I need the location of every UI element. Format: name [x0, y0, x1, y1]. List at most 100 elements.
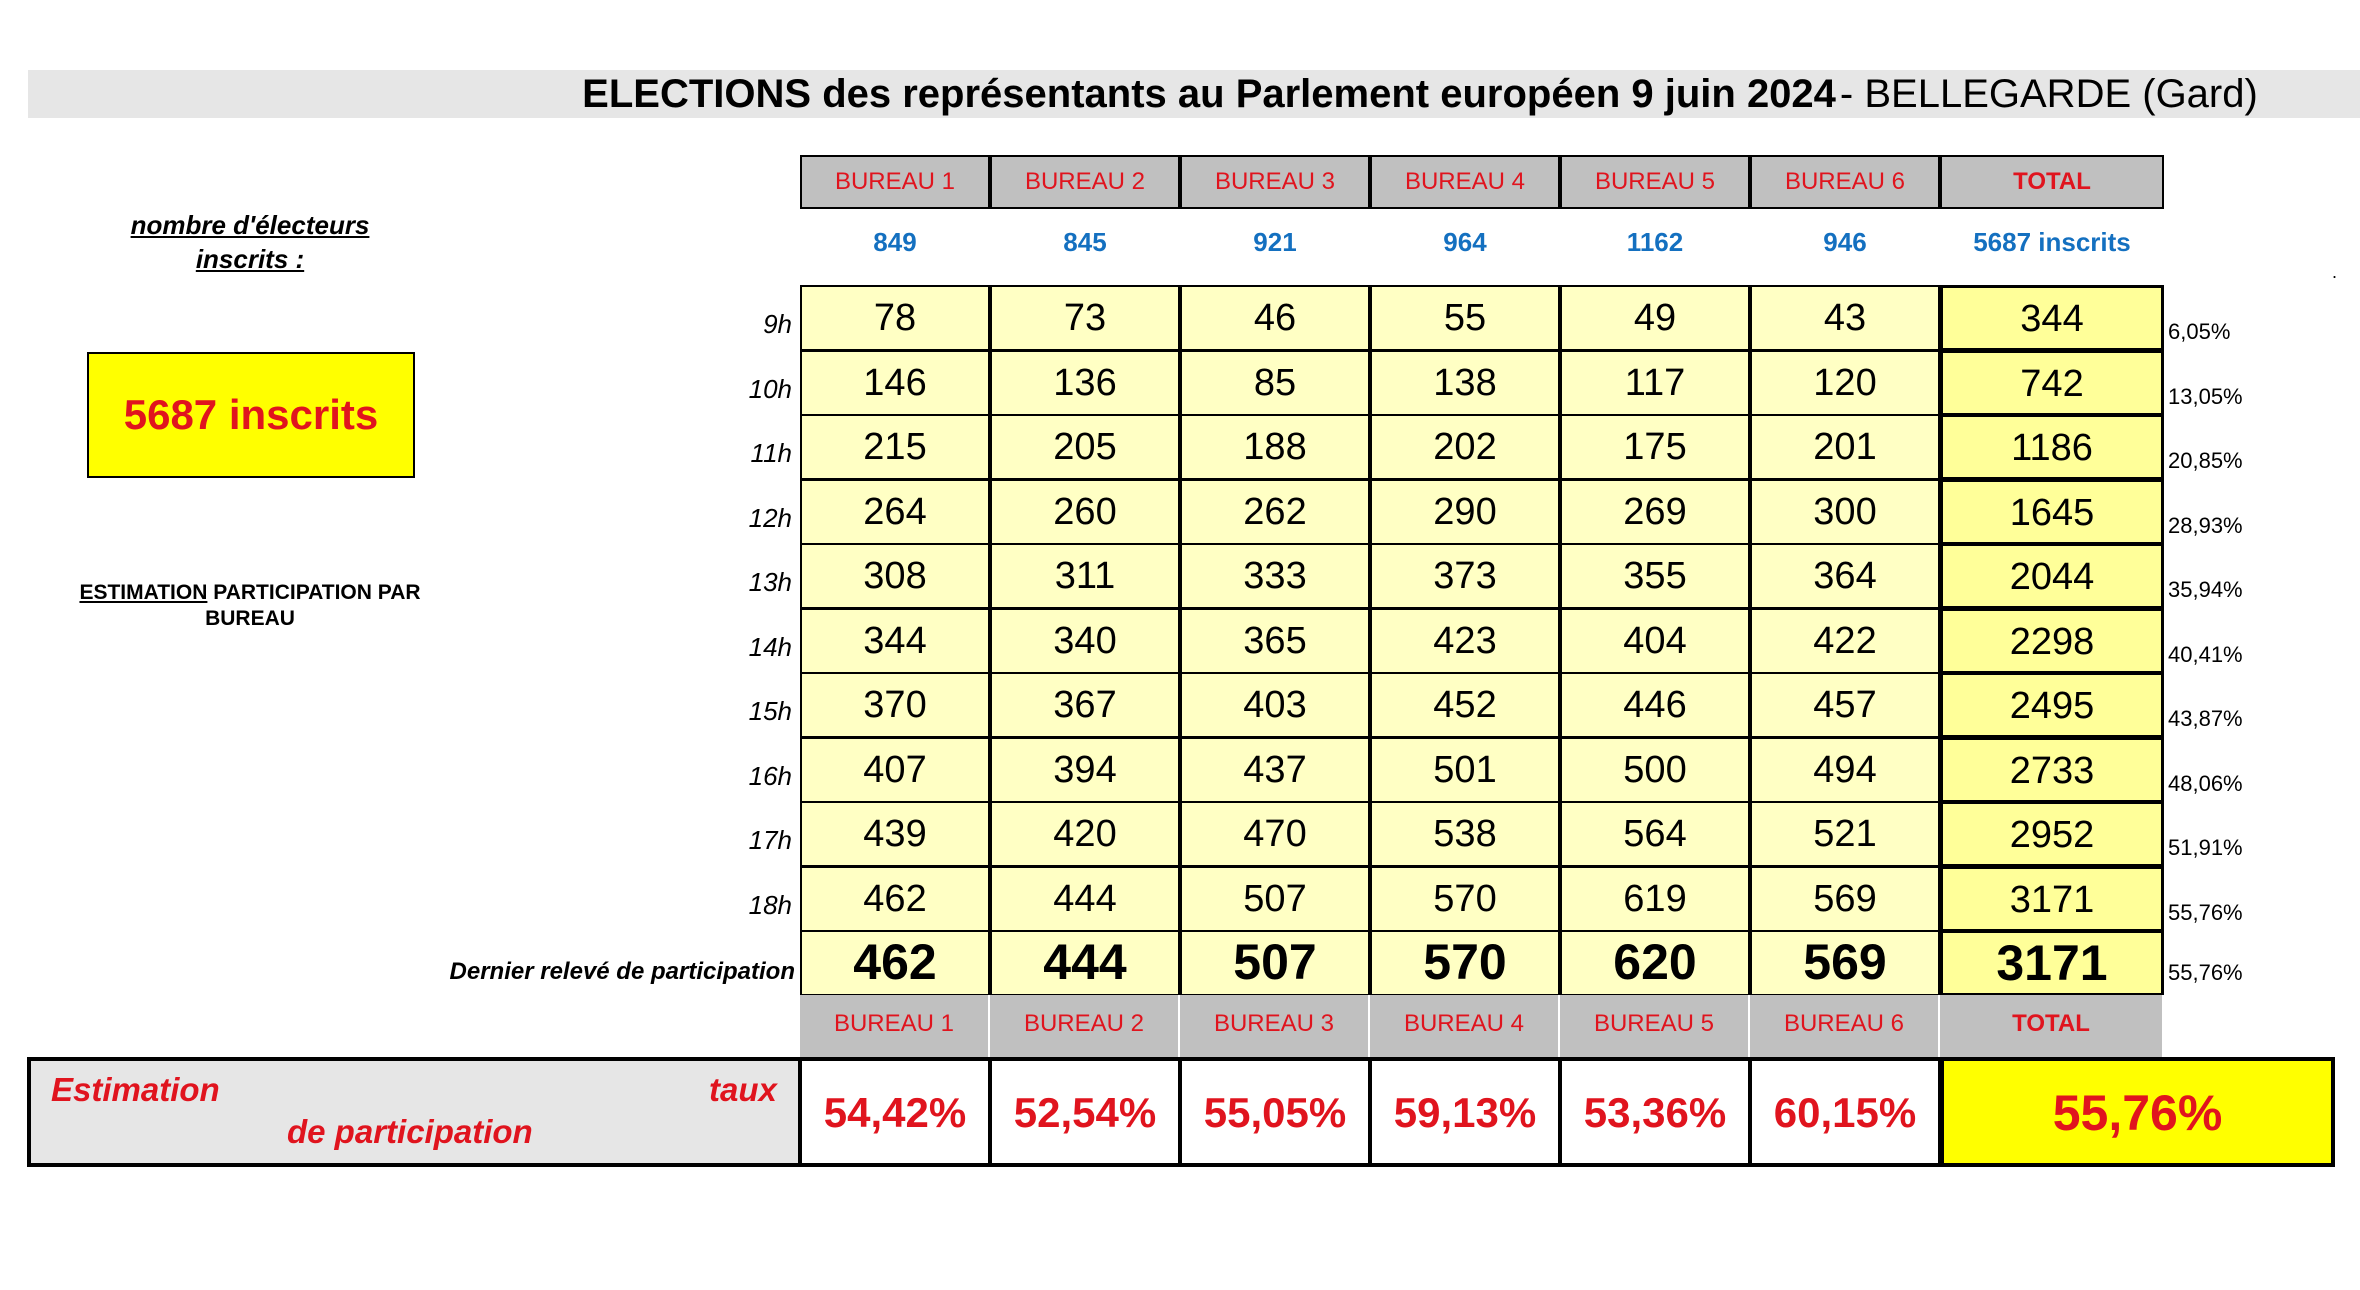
column-footer: BUREAU 6	[1750, 995, 1940, 1057]
participation-rate: 52,54%	[990, 1057, 1180, 1167]
table-cell: 365	[1180, 608, 1370, 674]
table-cell: 146	[800, 350, 990, 416]
table-cell: 290	[1370, 479, 1560, 545]
table-cell: 373	[1370, 543, 1560, 609]
title-place: - BELLEGARDE (Gard)	[1839, 72, 2258, 116]
last-reading-cell: 569	[1750, 930, 1940, 996]
table-cell: 444	[990, 866, 1180, 932]
hour-percentage: 20,85%	[2168, 448, 2243, 473]
hour-label: 13h	[748, 567, 792, 597]
table-cell: 570	[1370, 866, 1560, 932]
table-cell: 260	[990, 479, 1180, 545]
table-cell: 1645	[1940, 479, 2164, 545]
column-header: BUREAU 2	[990, 155, 1180, 209]
table-cell: 340	[990, 608, 1180, 674]
table-cell: 394	[990, 737, 1180, 803]
last-reading-cell: 462	[800, 930, 990, 996]
registered-count: 964	[1443, 227, 1487, 257]
table-cell: 422	[1750, 608, 1940, 674]
hour-percentage: 6,05%	[2168, 319, 2231, 344]
hour-label: 14h	[748, 632, 792, 662]
table-cell: 175	[1560, 414, 1750, 480]
column-header: BUREAU 1	[800, 155, 990, 209]
title-band	[28, 70, 2360, 118]
rate-label-box: Estimation taux de participation	[27, 1057, 800, 1167]
table-cell: 423	[1370, 608, 1560, 674]
registered-total-box: 5687 inscrits	[87, 352, 415, 478]
estimation-word: ESTIMATION	[79, 581, 208, 604]
last-reading-cell: 620	[1560, 930, 1750, 996]
rate-label-estimation: Estimation	[51, 1071, 220, 1108]
registered-count: 849	[873, 227, 917, 257]
registered-count: 946	[1823, 227, 1867, 257]
table-cell: 264	[800, 479, 990, 545]
table-cell: 446	[1560, 672, 1750, 738]
table-cell: 367	[990, 672, 1180, 738]
table-cell: 500	[1560, 737, 1750, 803]
table-cell: 43	[1750, 285, 1940, 351]
column-header: BUREAU 5	[1560, 155, 1750, 209]
table-cell: 120	[1750, 350, 1940, 416]
last-reading-cell: 570	[1370, 930, 1560, 996]
rate-label-participation: de participation	[287, 1113, 533, 1150]
table-cell: 538	[1370, 801, 1560, 867]
table-cell: 742	[1940, 350, 2164, 416]
table-cell: 55	[1370, 285, 1560, 351]
column-footer: BUREAU 2	[990, 995, 1180, 1057]
hour-percentage: 35,94%	[2168, 577, 2243, 602]
table-cell: 407	[800, 737, 990, 803]
table-cell: 308	[800, 543, 990, 609]
table-cell: 2298	[1940, 608, 2164, 674]
table-cell: 344	[800, 608, 990, 674]
table-cell: 46	[1180, 285, 1370, 351]
column-footer: BUREAU 1	[800, 995, 990, 1057]
table-cell: 311	[990, 543, 1180, 609]
hour-percentage: 48,06%	[2168, 771, 2243, 796]
table-cell: 188	[1180, 414, 1370, 480]
table-cell: 404	[1560, 608, 1750, 674]
registered-count: 5687 inscrits	[1973, 227, 2131, 257]
table-cell: 521	[1750, 801, 1940, 867]
last-reading-percentage: 55,76%	[2168, 960, 2243, 985]
table-cell: 202	[1370, 414, 1560, 480]
table-cell: 3171	[1940, 866, 2164, 932]
hour-label: 12h	[748, 503, 792, 533]
column-footer: BUREAU 5	[1560, 995, 1750, 1057]
table-cell: 300	[1750, 479, 1940, 545]
table-cell: 262	[1180, 479, 1370, 545]
table-cell: 569	[1750, 866, 1940, 932]
table-cell: 452	[1370, 672, 1560, 738]
last-reading-cell: 444	[990, 930, 1180, 996]
hour-label: 18h	[748, 890, 792, 920]
column-footer: BUREAU 4	[1370, 995, 1560, 1057]
estimation-rest: PARTICIPATION PAR BUREAU	[205, 581, 421, 630]
last-reading-cell: 507	[1180, 930, 1370, 996]
last-reading-cell: 3171	[1940, 930, 2164, 996]
table-cell: 355	[1560, 543, 1750, 609]
registered-count: 1162	[1626, 227, 1684, 257]
hour-label: 9h	[763, 309, 792, 339]
hour-label: 11h	[750, 438, 792, 468]
hour-label: 10h	[748, 374, 792, 404]
table-cell: 78	[800, 285, 990, 351]
table-cell: 333	[1180, 543, 1370, 609]
column-header: BUREAU 6	[1750, 155, 1940, 209]
table-cell: 201	[1750, 414, 1940, 480]
hour-percentage: 55,76%	[2168, 900, 2243, 925]
table-cell: 138	[1370, 350, 1560, 416]
table-cell: 437	[1180, 737, 1370, 803]
last-reading-label: Dernier relevé de participation	[449, 958, 795, 985]
table-cell: 117	[1560, 350, 1750, 416]
column-header: BUREAU 3	[1180, 155, 1370, 209]
table-cell: 2495	[1940, 672, 2164, 738]
title-main: ELECTIONS des représentants au Parlement…	[582, 72, 1836, 116]
table-cell: 507	[1180, 866, 1370, 932]
hour-percentage: 43,87%	[2168, 706, 2243, 731]
table-cell: 205	[990, 414, 1180, 480]
table-cell: 494	[1750, 737, 1940, 803]
table-cell: 457	[1750, 672, 1940, 738]
table-cell: 403	[1180, 672, 1370, 738]
hour-percentage: 13,05%	[2168, 384, 2243, 409]
table-cell: 49	[1560, 285, 1750, 351]
rate-label-taux: taux	[709, 1071, 777, 1108]
